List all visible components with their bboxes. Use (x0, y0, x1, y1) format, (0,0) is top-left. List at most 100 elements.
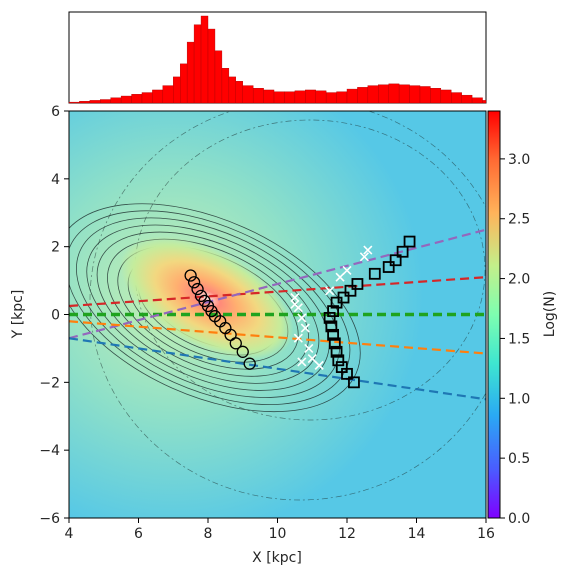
histogram-bar (186, 41, 195, 104)
square-marker (389, 254, 402, 267)
reference-line (69, 228, 486, 340)
histogram-bar (179, 63, 188, 104)
y-axis-label: Y [kpc] (10, 290, 26, 340)
colorbar-tick-label: 0.0 (508, 511, 530, 527)
reference-line (69, 337, 486, 401)
colorbar-tick-label: 2.5 (508, 212, 530, 228)
histogram-bar (200, 15, 209, 104)
x-axis: 4 6 8 10 12 14 16 (65, 518, 495, 542)
histogram-bar (378, 84, 389, 104)
x-tick-label: 8 (204, 526, 213, 542)
histogram-bar (346, 88, 358, 104)
histogram-bar (228, 76, 237, 104)
histogram-bar (162, 85, 174, 104)
cross-marker (297, 313, 307, 323)
cross-marker (297, 357, 307, 367)
y-tick-label: −4 (39, 443, 60, 459)
density-core (120, 236, 294, 360)
histogram-bar (471, 97, 483, 104)
top-histogram (68, 11, 487, 104)
density-contour (86, 224, 330, 391)
square-marker (396, 245, 409, 258)
square-marker (328, 337, 341, 350)
histogram-bar (221, 67, 230, 104)
density-contour (69, 203, 361, 413)
histogram-bar (325, 92, 337, 104)
square-marker (337, 291, 350, 304)
cross-marker (290, 299, 300, 309)
x-tick-label: 4 (65, 526, 74, 542)
cross-marker (342, 265, 352, 275)
colorbar: 0.0 0.5 1.0 1.5 2.0 2.5 3.0 Log(N) (487, 110, 558, 527)
histogram-bars (68, 15, 487, 104)
cross-marker (304, 343, 314, 353)
circle-marker (187, 276, 201, 289)
histogram-bar (367, 85, 379, 104)
histogram-bar (398, 84, 410, 104)
square-marker (351, 278, 364, 290)
data-markers (184, 235, 416, 389)
density-map (69, 111, 486, 518)
square-marker (327, 305, 340, 318)
histogram-bar (214, 50, 223, 104)
histogram-bar (336, 91, 348, 104)
y-axis: −6 −4 −2 0 2 4 6 (39, 104, 69, 527)
histogram-bar (357, 87, 369, 104)
circle-marker (184, 269, 197, 282)
histogram-bar (440, 89, 452, 104)
cross-marker (307, 354, 317, 364)
circle-marker (229, 337, 242, 350)
x-tick-label: 6 (134, 526, 143, 542)
square-marker (323, 311, 336, 324)
square-marker (382, 261, 395, 273)
histogram-bar (263, 89, 275, 104)
colorbar-ticks: 0.0 0.5 1.0 1.5 2.0 2.5 3.0 (500, 152, 530, 527)
y-tick-label: 6 (51, 104, 60, 120)
circle-marker (243, 357, 256, 370)
square-marker (368, 267, 381, 280)
histogram-bar (242, 85, 254, 104)
square-marker (403, 235, 416, 248)
histogram-bar (141, 92, 153, 104)
cross-marker (325, 286, 335, 296)
cross-marker (363, 245, 373, 255)
cross-marker (293, 333, 303, 343)
square-marker (332, 354, 345, 367)
histogram-bar (252, 88, 264, 104)
histogram-bar (235, 81, 243, 104)
histogram-bar (409, 85, 421, 104)
x-tick-label: 12 (338, 526, 356, 542)
x-tick-label: 16 (477, 526, 495, 542)
square-marker (348, 376, 360, 389)
histogram-bar (388, 83, 400, 104)
histogram-bar (451, 92, 462, 104)
density-contour-outer (134, 119, 486, 421)
square-marker (327, 328, 340, 341)
histogram-bar (193, 24, 202, 104)
histogram-bar (482, 100, 487, 104)
cross-marker (290, 292, 300, 303)
histogram-bar (110, 97, 122, 104)
y-tick-label: 4 (51, 172, 60, 188)
colorbar-tick-label: 1.5 (508, 331, 530, 347)
histogram-bar (131, 94, 143, 104)
square-marker (325, 320, 338, 333)
histogram-bar (89, 100, 101, 104)
circle-marker (236, 345, 249, 358)
histogram-bar (207, 28, 216, 104)
cross-marker (335, 272, 345, 282)
histogram-bar (305, 89, 316, 104)
y-tick-label: 2 (51, 240, 60, 256)
square-marker (330, 345, 343, 358)
histogram-bar (173, 76, 181, 104)
y-tick-label: 0 (51, 308, 60, 324)
x-axis-label: X [kpc] (252, 550, 302, 566)
histogram-bar (461, 94, 473, 104)
reference-lines (69, 228, 486, 401)
circle-marker (191, 282, 204, 296)
cross-marker (359, 252, 369, 262)
x-tick-label: 14 (408, 526, 426, 542)
histogram-bar (152, 89, 164, 104)
y-tick-label: −6 (39, 511, 60, 527)
